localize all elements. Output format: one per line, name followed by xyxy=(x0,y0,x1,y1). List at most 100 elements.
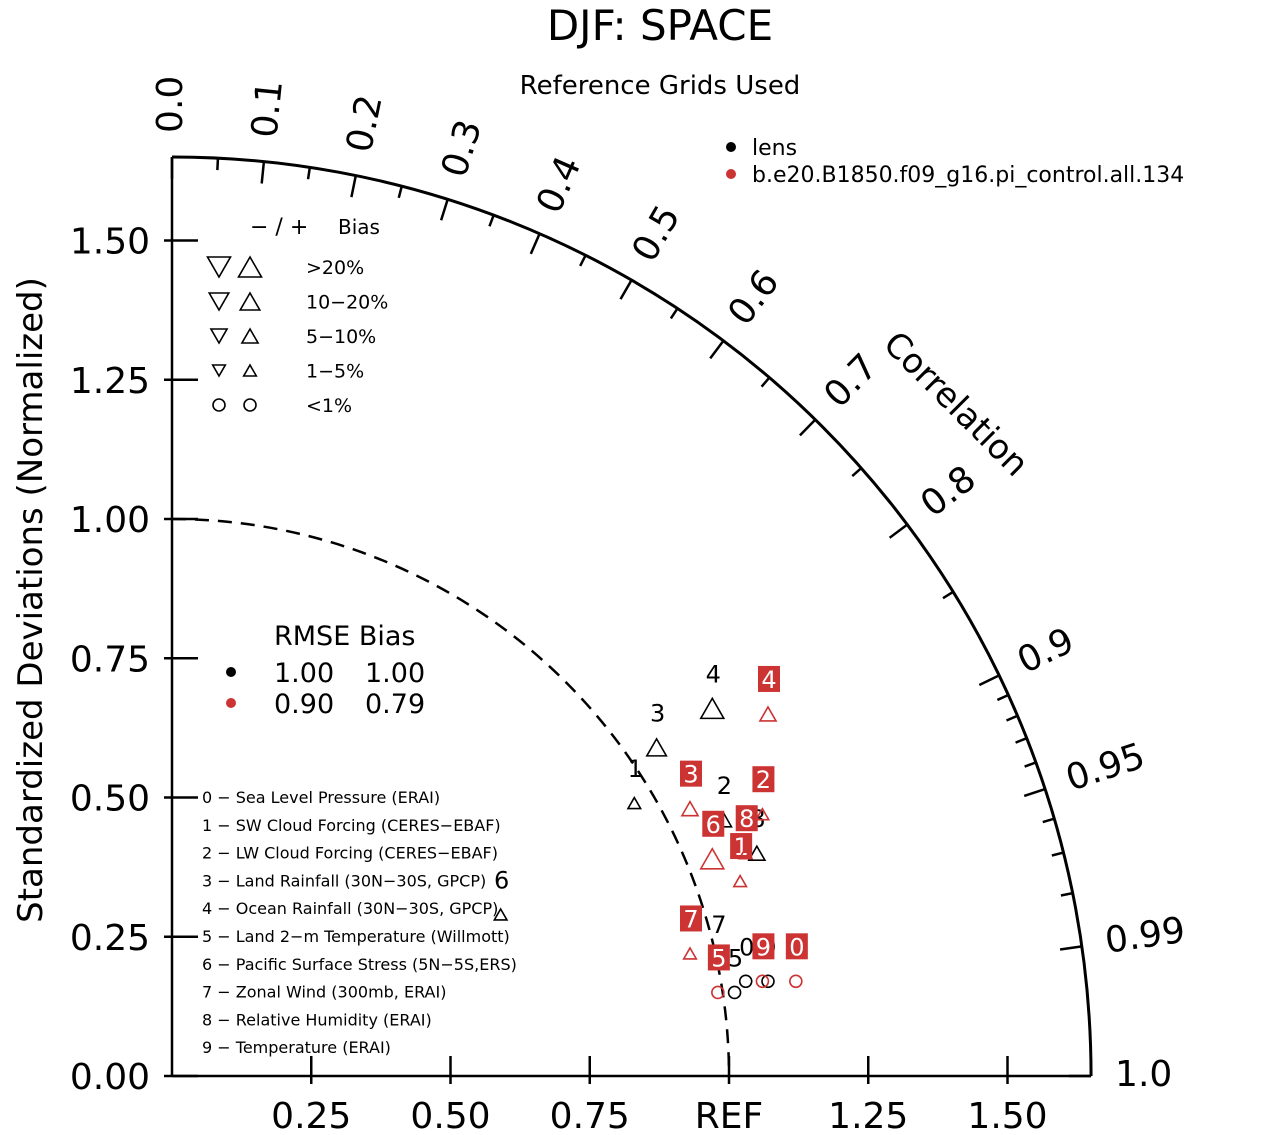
correlation-tick xyxy=(397,185,403,199)
series-legend-label: b.e20.B1850.f09_g16.pi_control.all.134 xyxy=(752,163,1184,188)
data-label-box xyxy=(735,805,758,832)
correlation-tick xyxy=(488,214,495,227)
y-tick-label: 0.00 xyxy=(70,1057,150,1098)
bias-legend: − / + Bias >20% 10−20% 5−10% 1−5% <1% xyxy=(206,215,388,417)
data-marker-triangle xyxy=(645,737,668,757)
correlation-tick xyxy=(350,175,358,198)
correlation-tick xyxy=(996,693,1009,702)
chart-subtitle: Reference Grids Used xyxy=(520,71,801,101)
bias-legend-circle-neg xyxy=(212,398,226,412)
bias-legend-label: 10−20% xyxy=(306,292,388,314)
data-marker-triangle xyxy=(680,800,700,817)
variable-item: 9 − Temperature (ERAI) xyxy=(202,1038,391,1057)
correlation-label-group: 0.7 xyxy=(816,346,885,416)
point-b-2: 2 xyxy=(752,766,775,821)
x-tick-label: 0.75 xyxy=(550,1096,630,1135)
correlation-tick xyxy=(529,233,541,255)
correlation-label: 0.7 xyxy=(816,346,885,416)
variable-item: 0 − Sea Level Pressure (ERAI) xyxy=(202,788,440,807)
correlation-label-group: 0.2 xyxy=(339,91,391,155)
y-tick-label: 1.00 xyxy=(70,500,150,541)
data-points: 01234567890123456789 xyxy=(492,660,808,1000)
data-marker-circle xyxy=(727,985,742,1000)
bias-legend-up-triangle xyxy=(240,327,260,344)
data-label: 4 xyxy=(761,666,776,694)
series-legend-label: lens xyxy=(752,136,797,161)
point-b-9: 9 xyxy=(752,933,775,989)
bias-legend-header: Bias xyxy=(338,215,380,239)
variable-item: 2 − LW Cloud Forcing (CERES−EBAF) xyxy=(202,844,498,863)
data-label-box xyxy=(680,905,703,932)
data-label-box xyxy=(707,944,730,971)
point-lens-0: 0 xyxy=(738,933,754,989)
correlation-tick xyxy=(579,254,587,267)
point-b-3: 3 xyxy=(680,760,703,817)
data-label: 7 xyxy=(683,905,698,933)
point-lens-1: 1 xyxy=(626,755,643,810)
correlation-label-group: 0.6 xyxy=(720,263,787,333)
correlation-label-group: 0.5 xyxy=(624,199,688,269)
correlation-tick xyxy=(1060,891,1073,897)
point-b-1: 1 xyxy=(730,833,753,888)
bias-legend-circle-pos xyxy=(243,398,257,412)
correlation-label-group: 0.95 xyxy=(1061,736,1150,800)
data-label: 3 xyxy=(650,699,665,727)
correlation-label: 0.8 xyxy=(913,458,983,525)
correlation-label: 1.0 xyxy=(1115,1054,1172,1095)
data-label-box xyxy=(752,933,775,960)
rmse-table-header: RMSE Bias xyxy=(274,621,415,652)
data-label: 8 xyxy=(739,805,754,833)
x-tick-label: 0.50 xyxy=(410,1096,490,1135)
bias-legend-down-triangle xyxy=(206,256,232,279)
correlation-tick xyxy=(1042,817,1055,824)
point-lens-5: 5 xyxy=(727,944,743,1000)
bias-legend-down-triangle xyxy=(207,292,231,312)
correlation-tick xyxy=(619,279,633,300)
correlation-label-group: 0.1 xyxy=(244,78,291,139)
variable-item: 8 − Relative Humidity (ERAI) xyxy=(202,1010,432,1029)
series-legend-dot xyxy=(726,142,736,152)
variable-item: 7 − Zonal Wind (300mb, ERAI) xyxy=(202,983,446,1002)
data-marker-triangle xyxy=(747,844,767,862)
correlation-tick xyxy=(709,340,725,360)
data-marker-triangle xyxy=(754,807,771,821)
correlation-label: 0.6 xyxy=(720,263,787,333)
data-label-box xyxy=(752,766,775,793)
data-marker-circle xyxy=(738,974,753,989)
correlation-tick xyxy=(799,418,817,437)
y-tick-label: 1.25 xyxy=(70,361,150,402)
data-marker-triangle xyxy=(738,846,754,860)
correlation-tick xyxy=(306,167,312,180)
data-label-box xyxy=(702,810,725,837)
axes: 0.000.250.500.751.001.251.500.25 0.50 0.75… xyxy=(70,76,1188,1135)
x-tick-label: 1.50 xyxy=(967,1096,1047,1135)
series-legend-dot xyxy=(726,169,736,179)
bias-legend-label: 5−10% xyxy=(306,326,376,348)
y-tick-label: 0.50 xyxy=(70,779,150,820)
correlation-label: 0.9 xyxy=(1011,620,1080,682)
correlation-tick xyxy=(1005,714,1019,722)
correlation-label-group: 0.9 xyxy=(1011,620,1080,682)
data-label: 2 xyxy=(756,766,771,794)
correlation-label: 0.1 xyxy=(244,78,291,139)
bias-legend-down-triangle xyxy=(209,328,229,345)
correlation-label: 0.95 xyxy=(1061,736,1150,800)
correlation-label-group: 1.0 xyxy=(1115,1054,1172,1095)
point-b-7: 7 xyxy=(680,905,703,960)
data-label: 7 xyxy=(711,911,726,939)
data-label: 0 xyxy=(789,933,804,961)
data-label: 3 xyxy=(683,761,698,789)
correlation-label-group: 0.3 xyxy=(434,115,490,182)
bias-legend-up-triangle xyxy=(242,363,258,377)
correlation-label: 0.5 xyxy=(624,199,688,269)
correlation-tick xyxy=(942,590,954,600)
bias-legend-signs: − / + xyxy=(250,215,308,240)
data-label-box xyxy=(730,833,753,860)
data-marker-triangle xyxy=(626,795,643,810)
data-marker-triangle xyxy=(682,946,698,960)
variable-item: 1 − SW Cloud Forcing (CERES−EBAF) xyxy=(202,816,501,835)
data-label: 5 xyxy=(728,944,743,972)
